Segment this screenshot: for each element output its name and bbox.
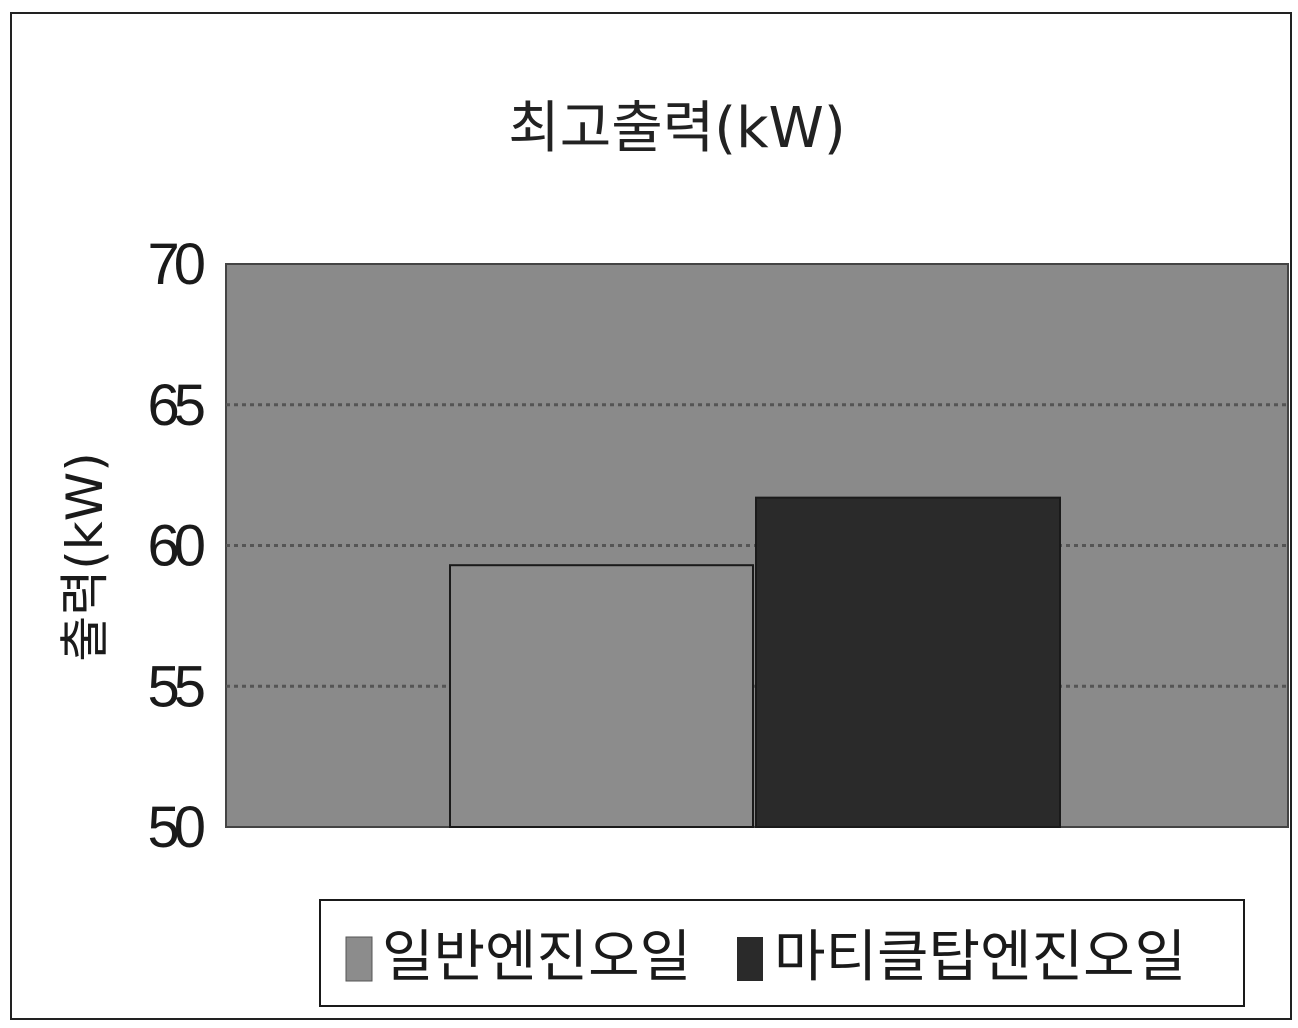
legend-swatch-general-oil [345, 936, 373, 982]
chart-svg: 최고출력(kW) 50 55 60 65 70 출력(kW) 일반엔진오일 마티클탑엔진… [56, 96, 1289, 1007]
y-axis-ticks: 50 55 60 65 70 [147, 232, 209, 860]
legend-label-general-oil: 일반엔진오일 [382, 925, 691, 990]
chart-frame: 최고출력(kW) 50 55 60 65 70 출력(kW) 일반엔진오일 마티클탑엔진… [10, 12, 1292, 1020]
legend-swatch-premium-oil [737, 937, 763, 981]
legend-box [319, 899, 1245, 1007]
bar-premium-oil [755, 496, 1061, 828]
y-tick-label-55: 55 [147, 654, 203, 719]
bar-general-oil [449, 564, 754, 829]
y-tick-label-60: 60 [147, 514, 203, 579]
y-tick-label-70: 70 [147, 232, 203, 297]
y-tick-label-50: 50 [147, 795, 203, 860]
y-tick-label-65: 65 [147, 373, 203, 438]
y-axis-label: 출력(kW) [56, 452, 114, 661]
bars [449, 496, 1061, 829]
legend-label-premium-oil: 마티클탑엔진오일 [774, 925, 1186, 990]
chart-title: 최고출력(kW) [508, 96, 846, 161]
